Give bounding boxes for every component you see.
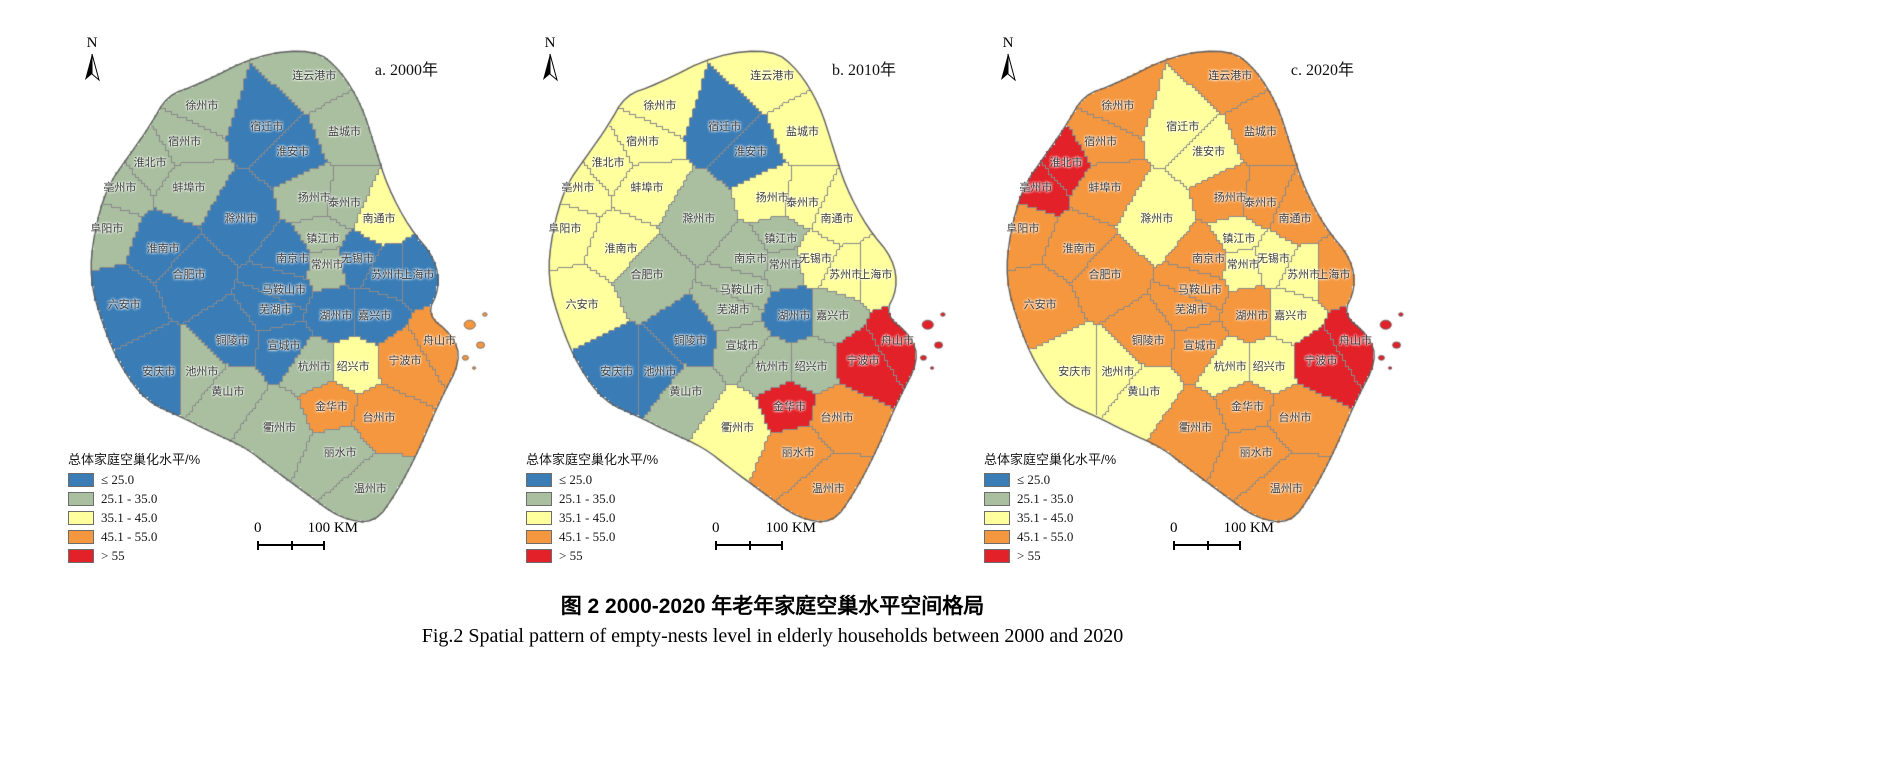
panel-label-2000: a. 2000年 bbox=[374, 62, 438, 79]
scale-bar-numbers: 0 100 KM bbox=[1170, 520, 1274, 537]
legend-title: 总体家庭空巢化水平/% bbox=[526, 452, 659, 467]
scale-bar-zero: 0 bbox=[1170, 520, 1178, 536]
north-indicator: N bbox=[540, 36, 560, 82]
scale-bar-distance: 100 KM bbox=[1223, 520, 1274, 536]
map-canvas-2010 bbox=[516, 28, 968, 558]
north-indicator: N bbox=[82, 36, 102, 82]
north-label: N bbox=[1002, 35, 1014, 51]
legend-2010: 总体家庭空巢化水平/% ≤ 25.0 25.1 - 35.0 35.1 - 45.0… bbox=[526, 449, 658, 564]
legend-row: 45.1 - 55.0 bbox=[68, 529, 200, 545]
legend-swatch bbox=[526, 473, 552, 487]
scale-bar-tick bbox=[291, 541, 293, 550]
legend-rows: ≤ 25.0 25.1 - 35.0 35.1 - 45.0 45.1 - 55.0 >… bbox=[526, 472, 658, 564]
legend-row: 25.1 - 35.0 bbox=[984, 491, 1116, 507]
legend-swatch bbox=[68, 473, 94, 487]
legend-class-label: > 55 bbox=[1017, 548, 1041, 563]
legend-swatch bbox=[68, 530, 94, 544]
legend-swatch bbox=[984, 492, 1010, 506]
legend-row: 35.1 - 45.0 bbox=[68, 510, 200, 526]
legend-row: ≤ 25.0 bbox=[526, 472, 658, 488]
legend-class-label: 25.1 - 35.0 bbox=[101, 491, 158, 506]
scale-bar-zero: 0 bbox=[254, 520, 262, 536]
legend-class-label: 45.1 - 55.0 bbox=[1017, 529, 1074, 544]
scale-bar-tick bbox=[749, 541, 751, 550]
legend-swatch bbox=[984, 530, 1010, 544]
scale-bar-numbers: 0 100 KM bbox=[254, 520, 358, 537]
legend-row: > 55 bbox=[526, 548, 658, 564]
legend-row: 45.1 - 55.0 bbox=[984, 529, 1116, 545]
legend-swatch bbox=[526, 530, 552, 544]
scale-bar-numbers: 0 100 KM bbox=[712, 520, 816, 537]
legend-class-label: 25.1 - 35.0 bbox=[559, 491, 616, 506]
legend-class-label: 25.1 - 35.0 bbox=[1017, 491, 1074, 506]
north-arrow-icon bbox=[1001, 53, 1016, 82]
legend-class-label: 35.1 - 45.0 bbox=[559, 510, 616, 525]
map-panel-2010: 连云港市 徐州市 宿迁市 宿州市 盐城市 淮北市 淮安市 亳州市 蚌埠市 扬州市 泰州市 南通市 阜阳市… bbox=[516, 28, 968, 578]
map-panel-2020: 连云港市 徐州市 宿迁市 宿州市 盐城市 淮北市 淮安市 亳州市 蚌埠市 扬州市 泰州市 南通市 阜阳市… bbox=[974, 28, 1426, 578]
legend-row: > 55 bbox=[68, 548, 200, 564]
legend-rows: ≤ 25.0 25.1 - 35.0 35.1 - 45.0 45.1 - 55.0 >… bbox=[984, 472, 1116, 564]
legend-swatch bbox=[526, 511, 552, 525]
legend-class-label: ≤ 25.0 bbox=[1017, 472, 1051, 487]
legend-class-label: > 55 bbox=[101, 548, 125, 563]
north-arrow-icon bbox=[85, 53, 100, 82]
map-canvas-2000 bbox=[58, 28, 510, 558]
legend-swatch bbox=[526, 549, 552, 563]
scale-bar-line bbox=[257, 541, 325, 550]
legend-row: ≤ 25.0 bbox=[984, 472, 1116, 488]
map-canvas-2020 bbox=[974, 28, 1426, 558]
north-arrow-icon bbox=[543, 53, 558, 82]
legend-swatch bbox=[68, 549, 94, 563]
legend-row: 45.1 - 55.0 bbox=[526, 529, 658, 545]
scale-bar-2020: 0 100 KM bbox=[1170, 520, 1274, 550]
panel-label-2020: c. 2020年 bbox=[1290, 62, 1354, 79]
figure-caption: 图 2 2000-2020 年老年家庭空巢水平空间格局 Fig.2 Spatia… bbox=[0, 590, 1545, 648]
scale-bar-zero: 0 bbox=[712, 520, 720, 536]
map-panels-row: 连云港市 徐州市 宿迁市 宿州市 盐城市 淮北市 淮安市 亳州市 蚌埠市 扬州市 泰州市 南通市 阜阳市… bbox=[58, 28, 1426, 578]
legend-class-label: 45.1 - 55.0 bbox=[101, 529, 158, 544]
legend-class-label: 35.1 - 45.0 bbox=[1017, 510, 1074, 525]
legend-swatch bbox=[68, 492, 94, 506]
scale-bar-distance: 100 KM bbox=[307, 520, 358, 536]
scale-bar-2000: 0 100 KM bbox=[254, 520, 358, 550]
panel-label-2010: b. 2010年 bbox=[831, 62, 896, 79]
legend-title: 总体家庭空巢化水平/% bbox=[68, 452, 201, 467]
north-indicator: N bbox=[998, 36, 1018, 82]
scale-bar-distance: 100 KM bbox=[765, 520, 816, 536]
north-label: N bbox=[86, 35, 98, 51]
scale-bar-tick bbox=[1207, 541, 1209, 550]
figure-caption-zh: 图 2 2000-2020 年老年家庭空巢水平空间格局 bbox=[560, 595, 985, 618]
legend-title: 总体家庭空巢化水平/% bbox=[984, 452, 1117, 467]
legend-row: ≤ 25.0 bbox=[68, 472, 200, 488]
legend-swatch bbox=[526, 492, 552, 506]
scale-bar-line bbox=[1173, 541, 1241, 550]
legend-2000: 总体家庭空巢化水平/% ≤ 25.0 25.1 - 35.0 35.1 - 45.0… bbox=[68, 449, 200, 564]
legend-swatch bbox=[984, 473, 1010, 487]
legend-row: 35.1 - 45.0 bbox=[984, 510, 1116, 526]
legend-class-label: ≤ 25.0 bbox=[101, 472, 135, 487]
legend-swatch bbox=[984, 511, 1010, 525]
legend-row: > 55 bbox=[984, 548, 1116, 564]
map-panel-2000: 连云港市 徐州市 宿迁市 宿州市 盐城市 淮北市 淮安市 亳州市 蚌埠市 扬州市 泰州市 南通市 阜阳市… bbox=[58, 28, 510, 578]
scale-bar-line bbox=[715, 541, 783, 550]
legend-row: 35.1 - 45.0 bbox=[526, 510, 658, 526]
legend-class-label: 45.1 - 55.0 bbox=[559, 529, 616, 544]
legend-class-label: 35.1 - 45.0 bbox=[101, 510, 158, 525]
legend-row: 25.1 - 35.0 bbox=[526, 491, 658, 507]
legend-swatch bbox=[984, 549, 1010, 563]
legend-row: 25.1 - 35.0 bbox=[68, 491, 200, 507]
legend-class-label: ≤ 25.0 bbox=[559, 472, 593, 487]
scale-bar-2010: 0 100 KM bbox=[712, 520, 816, 550]
legend-swatch bbox=[68, 511, 94, 525]
legend-class-label: > 55 bbox=[559, 548, 583, 563]
north-label: N bbox=[544, 35, 556, 51]
figure-caption-en: Fig.2 Spatial pattern of empty-nests lev… bbox=[421, 625, 1124, 647]
legend-rows: ≤ 25.0 25.1 - 35.0 35.1 - 45.0 45.1 - 55.0 >… bbox=[68, 472, 200, 564]
legend-2020: 总体家庭空巢化水平/% ≤ 25.0 25.1 - 35.0 35.1 - 45.0… bbox=[984, 449, 1116, 564]
